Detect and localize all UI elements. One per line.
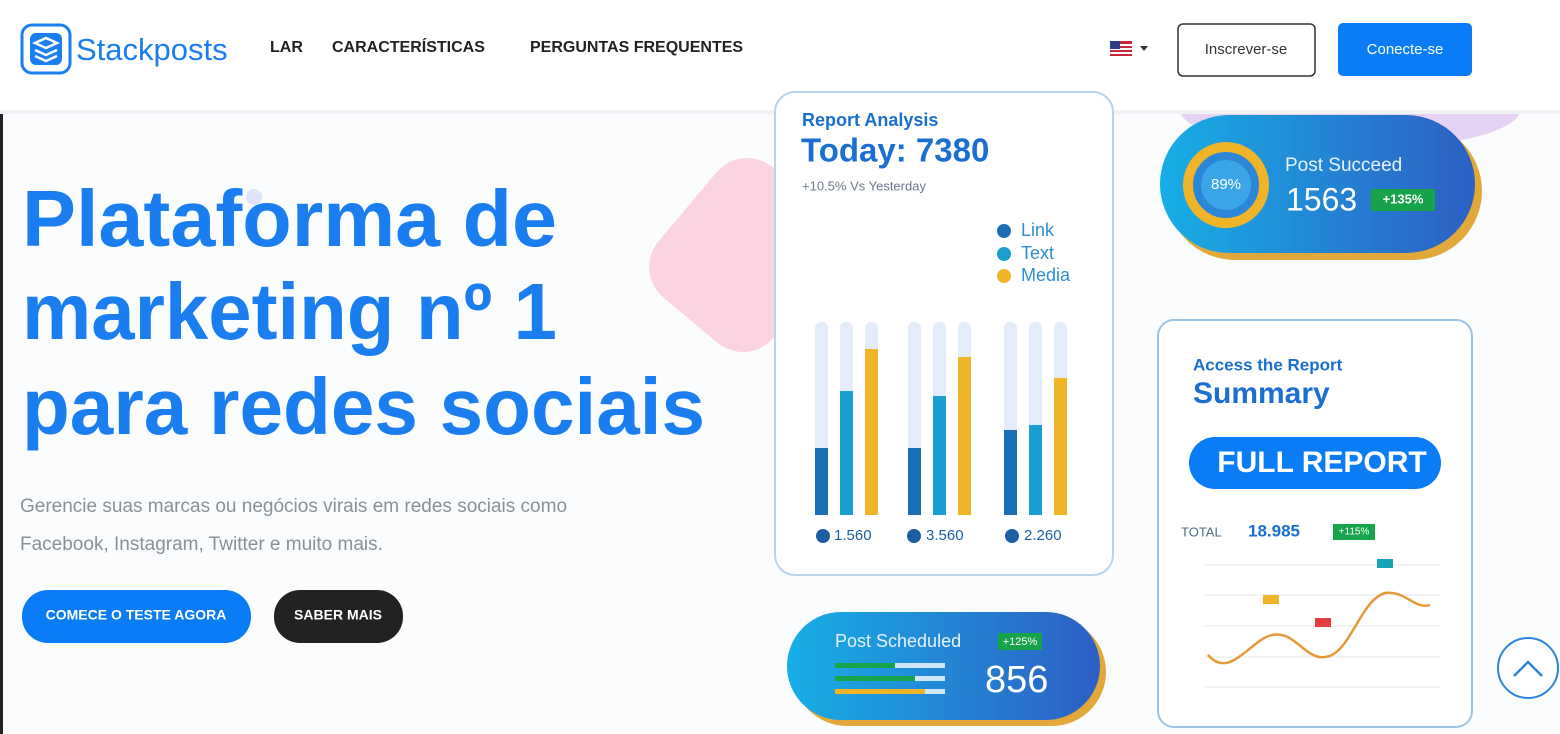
hero-title: marketing nº 1 [22, 267, 557, 356]
legend-label: Link [1021, 220, 1055, 240]
succeed-label: Post Succeed [1285, 155, 1402, 176]
signup-button[interactable]: Inscrever-se [1177, 23, 1316, 77]
trial-button[interactable]: COMECE O TESTE AGORA [22, 590, 251, 643]
summary-kicker: Access the Report [1193, 355, 1343, 374]
learn-more-label: SABER MAIS [294, 607, 382, 623]
edge [0, 0, 3, 734]
learn-more-button[interactable]: SABER MAIS [274, 590, 403, 643]
scheduled-label: Post Scheduled [835, 631, 961, 651]
scheduled-card: Post Scheduled +125% 856 [787, 612, 1106, 726]
legend-label: Media [1021, 265, 1071, 285]
total-label: TOTAL [1181, 524, 1222, 539]
donut-label: 89% [1211, 176, 1241, 193]
platform-total: 2.260 [1024, 527, 1062, 544]
logo[interactable]: Stackposts [20, 23, 228, 75]
nav-link[interactable]: LAR [270, 39, 303, 56]
hero-title: Plataforma de [22, 174, 557, 263]
logo-text: Stackposts [76, 32, 228, 67]
signup-label: Inscrever-se [1205, 41, 1288, 58]
login-button[interactable]: Conecte-se [1338, 23, 1472, 76]
scheduled-badge: +125% [1003, 636, 1038, 648]
report-card: Report Analysis Today: 7380 +10.5% Vs Ye… [774, 91, 1114, 576]
total-value: 18.985 [1248, 521, 1300, 540]
card-change: +10.5% Vs Yesterday [802, 178, 926, 193]
dot [246, 189, 262, 205]
summary-card: Access the Report Summary FULL REPORT TO… [1157, 319, 1473, 728]
summary-title: Summary [1193, 377, 1330, 410]
scroll-top-button[interactable] [1497, 637, 1559, 699]
platform-total: 1.560 [834, 527, 872, 544]
hero-subtitle: Gerencie suas marcas ou negócios virais … [20, 496, 567, 517]
succeed-value: 1563 [1286, 181, 1357, 217]
header [0, 0, 1560, 112]
legend-label: Text [1021, 243, 1054, 263]
bar-illustration [815, 322, 1067, 515]
succeed-card: 89% Post Succeed 1563 +135% [1160, 115, 1482, 260]
hero-subtitle: Facebook, Instagram, Twitter e muito mai… [20, 534, 383, 555]
nav-link[interactable]: PERGUNTAS FREQUENTES [530, 39, 743, 56]
nav-link[interactable]: CARACTERÍSTICAS [332, 37, 485, 56]
language-flag[interactable] [1110, 41, 1148, 56]
hero-title: para redes sociais [22, 362, 705, 451]
card-value: Today: 7380 [801, 132, 989, 169]
summary-button: FULL REPORT [1217, 446, 1426, 479]
succeed-badge: +135% [1383, 191, 1424, 206]
platform-total: 3.560 [926, 527, 964, 544]
logo-layers [31, 36, 61, 63]
login-label: Conecte-se [1367, 41, 1444, 58]
total-badge: +115% [1339, 527, 1370, 538]
scheduled-value: 856 [985, 659, 1048, 701]
card-title: Report Analysis [802, 110, 938, 130]
trial-label: COMECE O TESTE AGORA [46, 607, 227, 623]
line-curve [1207, 591, 1431, 665]
